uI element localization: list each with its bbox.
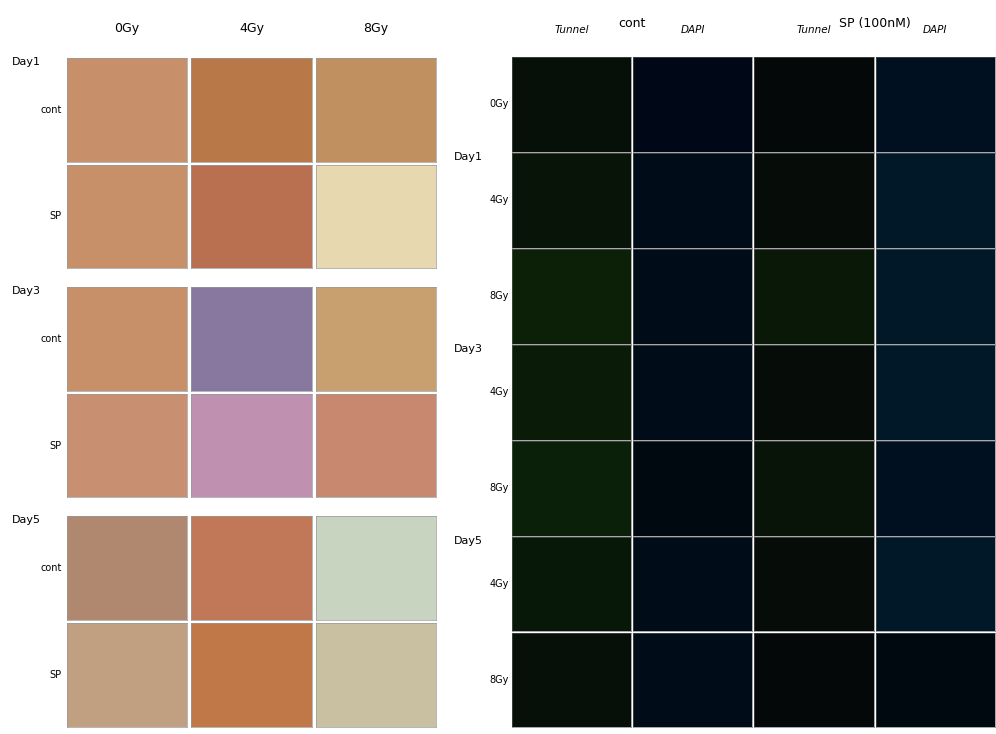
Text: 4Gy: 4Gy bbox=[490, 388, 509, 397]
Text: SP: SP bbox=[50, 670, 62, 680]
Text: SP (100nM): SP (100nM) bbox=[839, 17, 910, 30]
Text: cont: cont bbox=[619, 17, 645, 30]
Text: 0Gy: 0Gy bbox=[490, 100, 509, 109]
Text: Day5: Day5 bbox=[454, 537, 483, 546]
Text: Day3: Day3 bbox=[454, 344, 483, 355]
Text: 8Gy: 8Gy bbox=[490, 675, 509, 685]
Text: SP: SP bbox=[50, 440, 62, 451]
Text: Day1: Day1 bbox=[454, 153, 483, 162]
Text: 8Gy: 8Gy bbox=[364, 22, 388, 35]
Text: 4Gy: 4Gy bbox=[239, 22, 264, 35]
Text: 0Gy: 0Gy bbox=[115, 22, 139, 35]
Text: cont: cont bbox=[41, 105, 62, 115]
Text: SP: SP bbox=[50, 211, 62, 222]
Text: cont: cont bbox=[41, 334, 62, 344]
Text: 4Gy: 4Gy bbox=[490, 195, 509, 206]
Text: Day3: Day3 bbox=[12, 286, 41, 296]
Text: Tunnel: Tunnel bbox=[797, 25, 832, 35]
Text: Day5: Day5 bbox=[12, 515, 41, 525]
Text: cont: cont bbox=[41, 563, 62, 573]
Text: Day1: Day1 bbox=[12, 57, 41, 67]
Text: DAPI: DAPI bbox=[923, 25, 947, 35]
Text: 8Gy: 8Gy bbox=[490, 483, 509, 493]
Text: 8Gy: 8Gy bbox=[490, 291, 509, 302]
Text: 4Gy: 4Gy bbox=[490, 579, 509, 589]
Text: DAPI: DAPI bbox=[680, 25, 705, 35]
Text: Tunnel: Tunnel bbox=[555, 25, 589, 35]
